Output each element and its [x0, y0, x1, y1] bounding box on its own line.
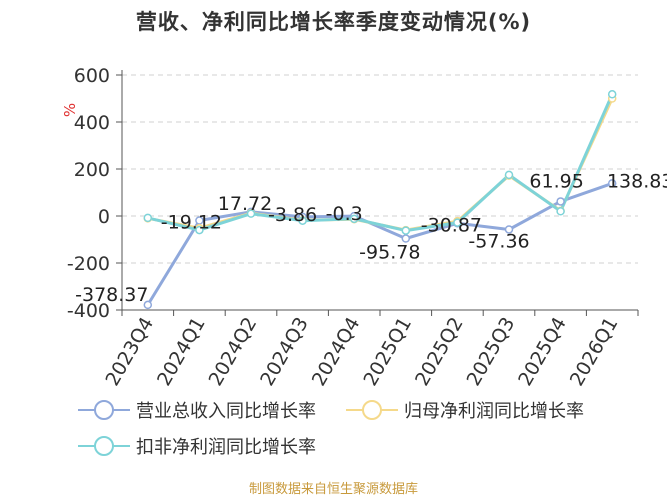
y-tick-label: -400: [67, 300, 110, 322]
data-label: -378.37: [75, 284, 148, 306]
legend-item[interactable]: 扣非净利润同比增长率: [78, 434, 316, 458]
data-point: [607, 179, 617, 188]
series-points: [143, 90, 617, 310]
x-tick-label: 2024Q4: [308, 314, 365, 390]
x-tick-label: 2025Q3: [463, 314, 520, 390]
x-tick-label: 2023Q4: [101, 314, 158, 390]
legend-label: 归母净利润同比增长率: [404, 401, 584, 422]
data-point: [195, 225, 204, 235]
legend-swatch-icon: [78, 398, 130, 422]
legend-label: 扣非净利润同比增长率: [136, 437, 316, 458]
x-tick-label: 2024Q2: [205, 314, 262, 390]
y-axis-label: %: [61, 103, 79, 117]
x-tick-label: 2026Q1: [566, 314, 623, 390]
y-tick-label: 0: [98, 206, 110, 228]
data-label: -0.3: [326, 203, 363, 225]
data-point: [143, 213, 153, 223]
legend-swatch-ring: [94, 436, 114, 456]
data-label: -3.86: [268, 204, 317, 226]
chart-title: 营收、净利同比增长率季度变动情况(%): [135, 10, 532, 34]
legend-swatch-icon: [78, 434, 130, 458]
data-label: -19.12: [161, 211, 222, 233]
data-label: -30.87: [421, 214, 482, 236]
grid-lines: [122, 74, 638, 311]
data-point: [143, 300, 153, 310]
data-point: [401, 234, 411, 243]
data-point: [349, 214, 359, 224]
data-point: [504, 225, 514, 234]
data-point: [607, 90, 617, 99]
data-label: 61.95: [529, 170, 583, 192]
y-axis-ticks: 600 400 200 0 -200 -400: [67, 65, 123, 322]
x-tick-label: 2024Q3: [256, 314, 313, 390]
y-tick-label: 400: [74, 112, 110, 134]
data-point: [298, 216, 307, 225]
legend-swatch-icon: [346, 398, 398, 422]
legend-item[interactable]: 归母净利润同比增长率: [346, 398, 584, 422]
data-point: [556, 197, 565, 206]
y-axis-label-group: %: [61, 103, 79, 117]
data-point: [556, 207, 565, 216]
legend-swatch-ring: [94, 400, 114, 420]
x-tick-label: 2025Q4: [514, 314, 571, 390]
x-tick-label: 2025Q2: [411, 314, 468, 390]
data-point: [453, 218, 462, 227]
legend-swatch-ring: [362, 400, 382, 420]
series-line-0: [146, 181, 613, 306]
legend-item[interactable]: 营业总收入同比增长率: [78, 398, 316, 422]
series-line-2: [147, 93, 614, 233]
x-tick-label: 2025Q1: [359, 314, 416, 390]
series-lines: [146, 93, 614, 306]
data-label: -95.78: [359, 242, 420, 264]
data-label: 17.72: [218, 193, 272, 215]
y-tick-label: 600: [74, 65, 110, 87]
y-tick-label: 200: [74, 159, 110, 181]
legend-label: 营业总收入同比增长率: [136, 401, 316, 422]
data-point: [401, 226, 411, 235]
data-label: 138.83: [607, 170, 667, 192]
data-point: [504, 170, 514, 180]
x-axis: 2023Q42024Q12024Q22024Q32024Q42025Q12025…: [101, 309, 639, 390]
data-label: -57.36: [468, 230, 529, 252]
source-note: 制图数据来自恒生聚源数据库: [248, 482, 418, 497]
y-tick-label: -200: [67, 253, 110, 275]
data-point: [246, 209, 256, 218]
x-tick-label: 2024Q1: [153, 314, 210, 390]
